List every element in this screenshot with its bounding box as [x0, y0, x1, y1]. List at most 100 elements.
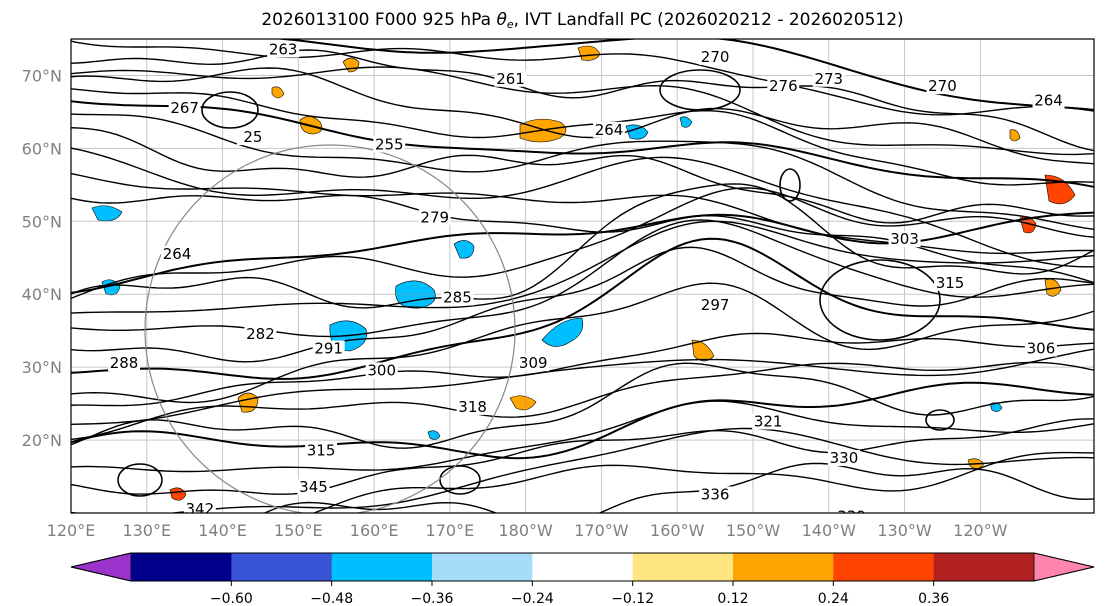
contour-line — [71, 49, 1094, 152]
contour-line — [71, 187, 1094, 300]
title-suffix: , IVT Landfall PC (2026020212 - 20260205… — [513, 10, 904, 30]
title-theta: θ — [496, 10, 507, 30]
lon-label: 180°W — [498, 521, 553, 540]
contour-label-bg — [305, 442, 338, 459]
contour-label: 285 — [443, 289, 472, 307]
contour-line — [71, 183, 1094, 309]
contour-label-bg — [168, 99, 201, 116]
contour-label-bg — [699, 486, 732, 503]
shade-blob — [453, 240, 475, 259]
contour-label-bg — [418, 209, 451, 226]
contour-label: 263 — [269, 41, 298, 59]
contour-label-bg — [699, 296, 732, 313]
colorbar: −0.60 −0.48 −0.36 −0.24 −0.12 0.12 0.24 0.36 — [70, 552, 1095, 606]
contour-label-bg — [593, 121, 626, 138]
contour-line — [71, 427, 1094, 513]
contour-label-bg — [267, 41, 300, 58]
contour-line — [71, 66, 1094, 156]
colorbar-segment — [331, 553, 433, 581]
contour-label: 282 — [246, 325, 275, 343]
lon-label: 150°E — [274, 521, 323, 540]
colorbar-extend-low — [70, 552, 132, 582]
contour-label-bg — [108, 355, 141, 372]
lat-label: 60°N — [22, 139, 62, 158]
contour-line — [71, 113, 1094, 231]
shade-blob — [271, 86, 285, 99]
contour-line — [71, 282, 1094, 404]
lat-label: 50°N — [22, 212, 62, 231]
contour-label: 315 — [936, 274, 965, 292]
shade-blob — [541, 317, 584, 347]
lon-label: 130°W — [877, 521, 932, 540]
contour-label-bg — [312, 340, 345, 357]
contour-label: 270 — [701, 48, 730, 66]
contour-label: 336 — [701, 485, 730, 503]
contour-label-bg — [183, 501, 216, 513]
plot-frame — [70, 38, 1095, 514]
contour-label-bg — [494, 70, 527, 87]
colorbar-outline — [70, 552, 1095, 582]
colorbar-segment — [733, 553, 834, 581]
contour-line — [71, 332, 1094, 407]
colorbar-segment — [933, 553, 1035, 581]
shade-blob — [169, 487, 187, 501]
contour-label: 309 — [519, 354, 548, 372]
contour-line — [71, 348, 1094, 425]
contour-label: 330 — [830, 449, 859, 467]
latitude-labels: 70°N 60°N 50°N 40°N 30°N 20°N — [22, 66, 62, 450]
lat-label: 30°N — [22, 358, 62, 377]
contour-label-bg — [236, 129, 269, 146]
contour-line — [71, 194, 1094, 284]
shade-blob — [1009, 129, 1021, 142]
theta-e-contours — [71, 39, 1094, 513]
lon-label: 150°W — [726, 521, 781, 540]
contour-line — [312, 451, 1094, 513]
contour-line — [263, 462, 1094, 513]
contour-loop — [779, 168, 801, 202]
contour-line — [71, 211, 1094, 294]
contour-line — [71, 246, 1094, 363]
contour-label-bg — [517, 355, 550, 372]
contour-label: 267 — [170, 99, 199, 117]
colorbar-tick-label: −0.24 — [511, 591, 554, 606]
contour-label-bg — [812, 70, 845, 87]
contour-line — [71, 100, 1094, 188]
contour-label-bg — [373, 136, 406, 153]
lon-label: 170°W — [574, 521, 629, 540]
colorbar-segment — [833, 553, 935, 581]
contour-label: 255 — [375, 135, 404, 153]
colorbar-segment — [632, 553, 734, 581]
range-circle — [144, 144, 516, 513]
contour-line — [71, 172, 1094, 255]
colorbar-extend-high — [1033, 552, 1095, 582]
contour-label: 300 — [367, 361, 396, 379]
contour-label-bg — [752, 413, 785, 430]
lon-label: 140°E — [198, 521, 247, 540]
lon-label: 160°W — [650, 521, 705, 540]
contour-loop — [439, 465, 481, 495]
shade-blob — [625, 124, 649, 140]
contour-label-bg — [934, 274, 967, 291]
contour-loop — [659, 69, 741, 111]
colorbar-segment — [231, 553, 333, 581]
lon-label: 140°W — [802, 521, 857, 540]
contour-label: 342 — [186, 500, 215, 518]
contour-label-bg — [888, 231, 921, 248]
colorbar-tick-label: 0.36 — [918, 591, 949, 606]
contour-label: 25 — [243, 128, 262, 146]
contour-label-bg — [456, 398, 489, 415]
contour-line — [71, 40, 1094, 116]
contour-label-bg — [1032, 92, 1065, 109]
title-theta-sub: e — [506, 18, 514, 31]
plot-content: 263 270 276 273 270 264 261 267 264 255 25 279 264 28… — [71, 39, 1094, 518]
contour-loop — [117, 463, 163, 497]
contour-label: 297 — [701, 296, 730, 314]
contour-label: 273 — [814, 70, 843, 88]
colorbar-segment — [532, 553, 634, 581]
contour-line — [71, 147, 1094, 268]
colorbar-tick-label: −0.48 — [310, 591, 353, 606]
contour-line — [71, 220, 1094, 314]
contour-label-bg — [1024, 340, 1057, 357]
plot-background — [71, 39, 1094, 513]
contour-label: 264 — [163, 245, 192, 263]
